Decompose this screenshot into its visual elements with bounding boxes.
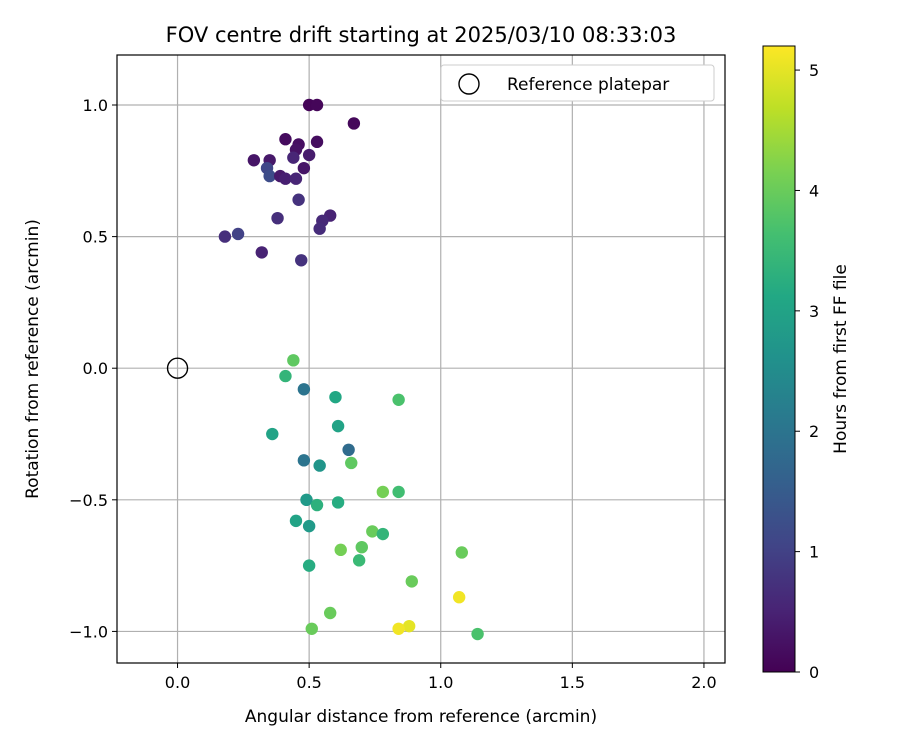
scatter-point xyxy=(297,161,311,175)
scatter-point xyxy=(300,493,313,507)
legend-marker-reference-icon xyxy=(458,73,480,95)
legend-box xyxy=(440,64,715,102)
scatter-point xyxy=(297,454,311,467)
colorbar-ticks: 0 1 2 3 4 5 xyxy=(795,61,819,682)
scatter-point xyxy=(302,519,316,533)
scatter-point xyxy=(455,546,468,559)
scatter-point xyxy=(313,222,326,235)
scatter-point xyxy=(289,172,303,185)
scatter-point xyxy=(323,606,337,620)
chart-title: FOV centre drift starting at 2025/03/10 … xyxy=(166,23,677,47)
scatter-point xyxy=(376,485,390,499)
colorbar-tick-label: 1 xyxy=(809,543,819,562)
scatter-point xyxy=(310,135,324,149)
scatter-point xyxy=(405,575,418,588)
scatter-point xyxy=(271,211,284,225)
legend-label: Reference platepar xyxy=(507,75,669,95)
scatter-point xyxy=(266,427,279,441)
scatter-point xyxy=(392,393,405,406)
reference-platepar-marker xyxy=(166,357,189,379)
x-tick-label: 0.0 xyxy=(165,673,190,692)
legend: Reference platepar xyxy=(440,64,715,102)
y-axis-label: Rotation from reference (arcmin) xyxy=(23,219,43,499)
scatter-point xyxy=(292,193,305,206)
scatter-point xyxy=(334,543,347,557)
colorbar-tick-label: 3 xyxy=(809,302,819,321)
scatter-point xyxy=(471,627,484,641)
y-tick-label: −1.0 xyxy=(69,622,108,641)
y-tick-label: 1.0 xyxy=(83,96,108,115)
scatter-point xyxy=(366,525,379,538)
colorbar-gradient xyxy=(762,45,796,673)
scatter-point xyxy=(305,622,318,635)
scatter-point xyxy=(313,459,326,472)
scatter-point xyxy=(452,590,466,604)
colorbar: 0 1 2 3 4 5 Hours from first FF file xyxy=(762,45,851,682)
x-axis-label: Angular distance from reference (arcmin) xyxy=(245,707,597,727)
scatter-point xyxy=(263,169,276,183)
x-tick-label: 1.5 xyxy=(560,673,585,692)
scatter-point xyxy=(279,369,292,383)
reference-marker xyxy=(166,357,189,379)
scatter-point xyxy=(279,133,292,146)
scatter-point xyxy=(297,383,311,396)
plot-frame xyxy=(116,54,726,664)
scatter-point xyxy=(218,230,232,243)
grid-lines xyxy=(117,55,725,663)
scatter-point xyxy=(231,227,245,241)
y-tick-label: 0.0 xyxy=(83,359,108,378)
scatter-point xyxy=(287,151,300,164)
colorbar-label: Hours from first FF file xyxy=(831,264,851,454)
x-axis-ticks: 0.0 0.5 1.0 1.5 2.0 xyxy=(165,663,717,692)
scatter-point xyxy=(402,619,416,633)
colorbar-tick-label: 5 xyxy=(809,61,819,80)
scatter-point xyxy=(287,354,300,367)
scatter-point xyxy=(342,443,355,457)
x-tick-label: 1.0 xyxy=(428,673,453,692)
y-tick-label: −0.5 xyxy=(69,491,108,510)
y-axis-ticks: −1.0 −0.5 0.0 0.5 1.0 xyxy=(69,96,117,641)
scatter-point xyxy=(279,172,292,185)
scatter-point xyxy=(310,98,324,112)
x-tick-label: 0.5 xyxy=(296,673,321,692)
scatter-point xyxy=(289,514,303,528)
scatter-point xyxy=(376,527,390,541)
scatter-point xyxy=(355,540,368,554)
scatter-point xyxy=(392,622,405,635)
scatter-point xyxy=(302,148,316,162)
scatter-point xyxy=(347,117,361,130)
scatter-point xyxy=(329,390,342,404)
y-tick-label: 0.5 xyxy=(83,228,108,247)
scatter-point xyxy=(302,559,316,572)
scatter-point xyxy=(392,485,405,499)
x-tick-label: 2.0 xyxy=(691,673,716,692)
scatter-point xyxy=(255,246,268,259)
colorbar-tick-label: 4 xyxy=(809,181,819,200)
scatter-point xyxy=(352,554,366,567)
colorbar-tick-label: 0 xyxy=(809,663,819,682)
scatter-point xyxy=(295,254,308,267)
scatter-point xyxy=(331,496,345,509)
scatter-point xyxy=(310,498,324,512)
colorbar-tick-label: 2 xyxy=(809,422,819,441)
scatter-point xyxy=(345,456,358,470)
scatter-point xyxy=(331,419,345,433)
data-points xyxy=(218,98,484,641)
scatter-point xyxy=(247,154,261,167)
